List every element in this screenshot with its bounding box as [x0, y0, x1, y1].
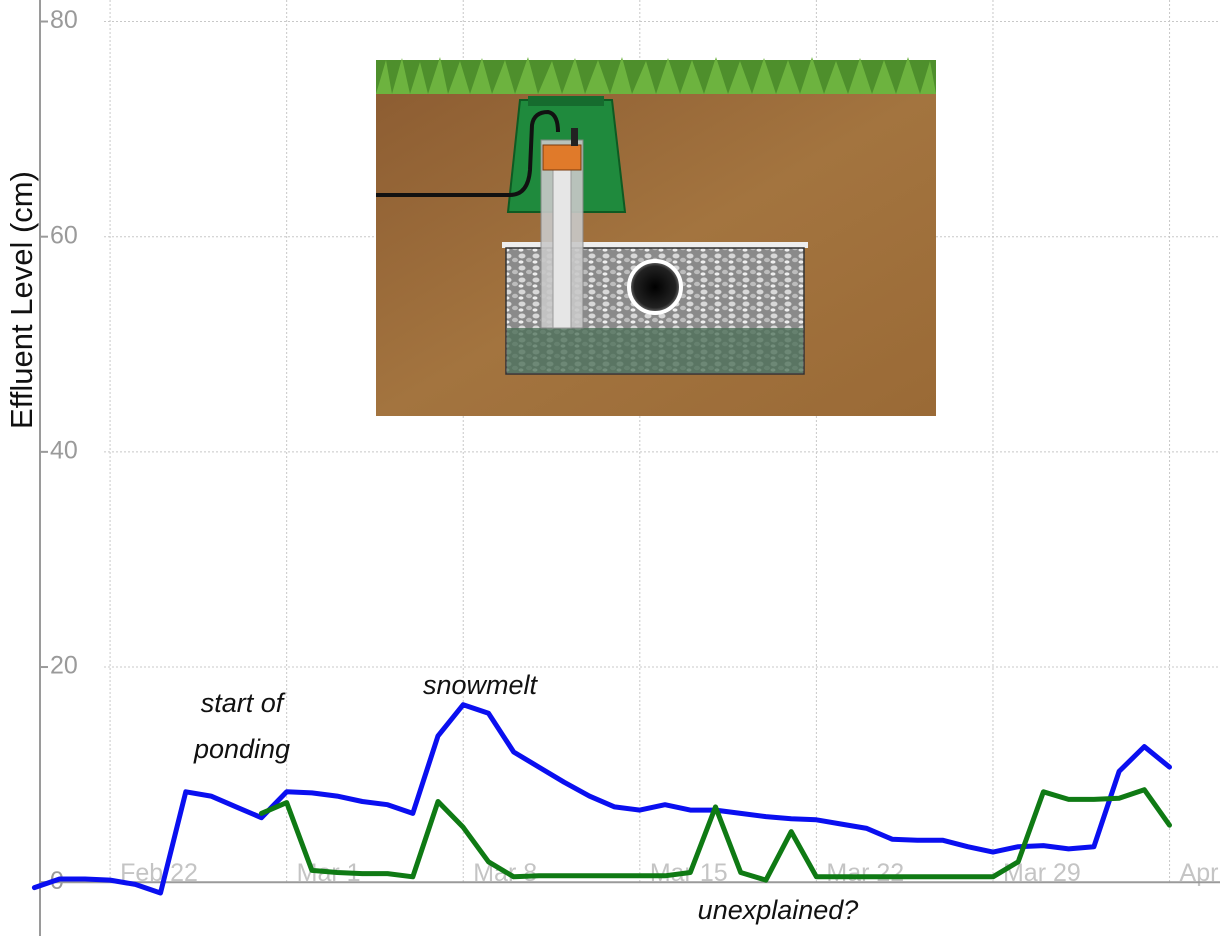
annotation: unexplained?	[698, 895, 859, 925]
y-tick-label: 20	[50, 652, 78, 680]
series-line	[258, 787, 1172, 883]
series-line	[31, 702, 1172, 896]
annotation: ponding	[193, 734, 290, 764]
annotation: start of	[201, 688, 286, 718]
plot-area: start of ponding snowmelt unexplained?	[31, 670, 1172, 925]
y-tick-label: 40	[50, 436, 78, 464]
annotation: snowmelt	[423, 670, 539, 700]
illustration	[376, 57, 936, 416]
y-tick-label: 80	[50, 6, 78, 34]
y-axis-title: Effluent Level (cm)	[4, 171, 39, 429]
y-tick-label: 60	[50, 221, 78, 249]
